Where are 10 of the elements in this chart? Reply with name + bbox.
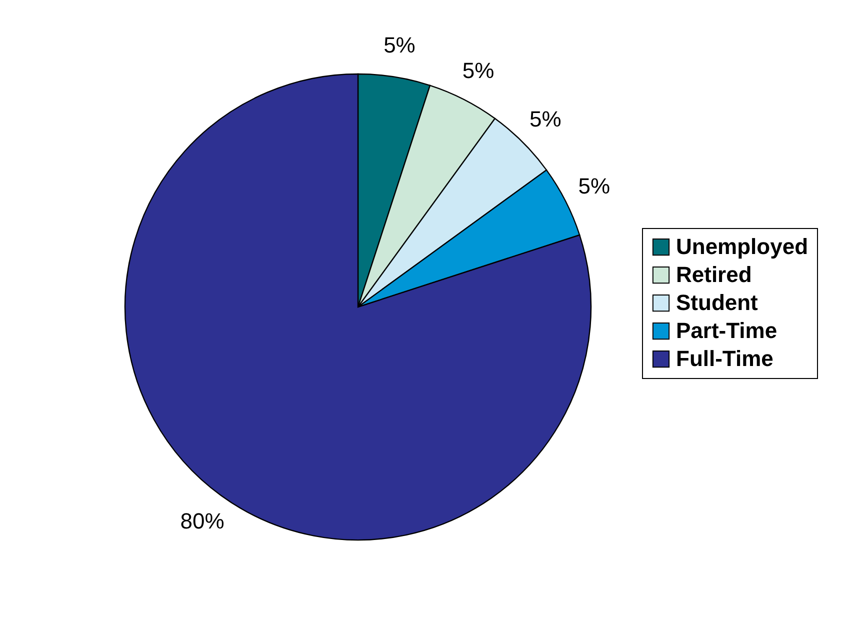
data-label: 5% — [578, 174, 610, 199]
legend-label: Retired — [676, 262, 752, 287]
data-label: 5% — [529, 106, 562, 132]
data-label: 80% — [180, 508, 224, 534]
legend-label: Part-Time — [676, 318, 778, 343]
data-label: 5% — [462, 58, 494, 83]
legend-label: Student — [676, 290, 759, 315]
data-label: 5% — [384, 32, 416, 58]
legend-label: Full-Time — [676, 346, 774, 371]
legend-label: Unemployed — [676, 234, 808, 259]
